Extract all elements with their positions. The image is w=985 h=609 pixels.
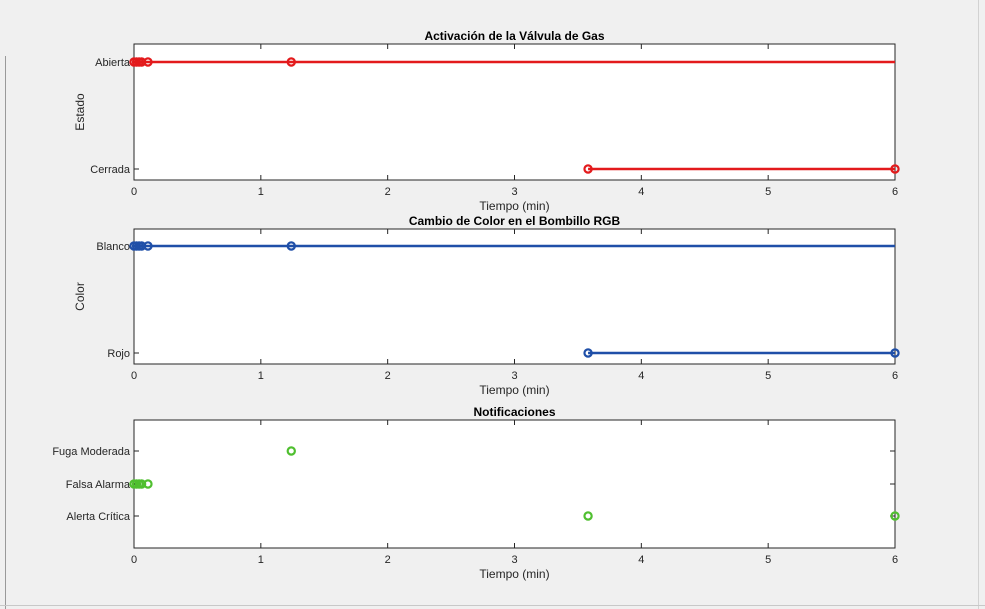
data-point	[890, 164, 900, 174]
x-axis-label: Tiempo (min)	[479, 199, 549, 213]
chart-title: Activación de la Válvula de Gas	[424, 29, 604, 43]
x-tick-label: 5	[765, 186, 771, 198]
x-tick-label: 1	[258, 186, 264, 198]
y-tick-label: Blanco	[96, 241, 130, 253]
plot-area	[133, 43, 896, 181]
y-tick-label: Fuga Moderada	[52, 446, 131, 458]
x-tick-label: 2	[385, 186, 391, 198]
data-point	[583, 164, 593, 174]
x-axis-label: Tiempo (min)	[479, 567, 549, 581]
window-left-edge	[5, 56, 6, 609]
chart-1: 0 1 2 3 4 5 6 Cerrada Abierta Activación de la Vá…	[73, 29, 900, 213]
y-tick-label: Alerta Crítica	[66, 511, 130, 523]
chart-3: 0 1 2 3 4 5 6 Alerta Crítica Falsa Alarma Fuga Mo…	[52, 405, 900, 581]
y-tick-label: Abierta	[95, 57, 131, 69]
data-point	[143, 479, 153, 489]
data-point	[143, 57, 153, 67]
data-point	[286, 446, 296, 456]
x-tick-label: 3	[511, 186, 517, 198]
x-tick-label: 3	[511, 554, 517, 566]
window-right-edge	[978, 0, 979, 609]
x-tick-label: 0	[131, 370, 137, 382]
data-point	[143, 241, 153, 251]
x-tick-label: 6	[892, 554, 898, 566]
x-tick-label: 4	[638, 554, 644, 566]
x-tick-label: 6	[892, 370, 898, 382]
x-tick-label: 4	[638, 186, 644, 198]
data-point	[890, 511, 900, 521]
x-tick-label: 2	[385, 554, 391, 566]
chart-title: Notificaciones	[473, 405, 555, 419]
y-tick-label: Rojo	[107, 348, 130, 360]
data-point	[583, 348, 593, 358]
x-tick-label: 3	[511, 370, 517, 382]
y-axis-label: Color	[73, 282, 87, 311]
x-tick-label: 5	[765, 554, 771, 566]
y-tick-label: Cerrada	[90, 164, 131, 176]
data-point	[286, 241, 296, 251]
chart-title: Cambio de Color en el Bombillo RGB	[409, 214, 621, 228]
chart-2: 0 1 2 3 4 5 6 Rojo Blanco Cambio de Color en el B…	[73, 214, 900, 397]
data-point	[286, 57, 296, 67]
plot-area	[133, 228, 896, 365]
x-axis-label: Tiempo (min)	[479, 383, 549, 397]
data-point	[583, 511, 593, 521]
x-tick-label: 5	[765, 370, 771, 382]
x-tick-label: 2	[385, 370, 391, 382]
x-tick-label: 0	[131, 186, 137, 198]
y-tick-label: Falsa Alarma	[66, 479, 131, 491]
x-tick-label: 1	[258, 370, 264, 382]
x-tick-label: 1	[258, 554, 264, 566]
x-tick-label: 4	[638, 370, 644, 382]
x-tick-label: 6	[892, 186, 898, 198]
y-axis-label: Estado	[73, 93, 87, 131]
x-tick-label: 0	[131, 554, 137, 566]
data-point	[890, 348, 900, 358]
plot-area	[133, 419, 896, 549]
window-bottom-edge	[0, 605, 985, 606]
